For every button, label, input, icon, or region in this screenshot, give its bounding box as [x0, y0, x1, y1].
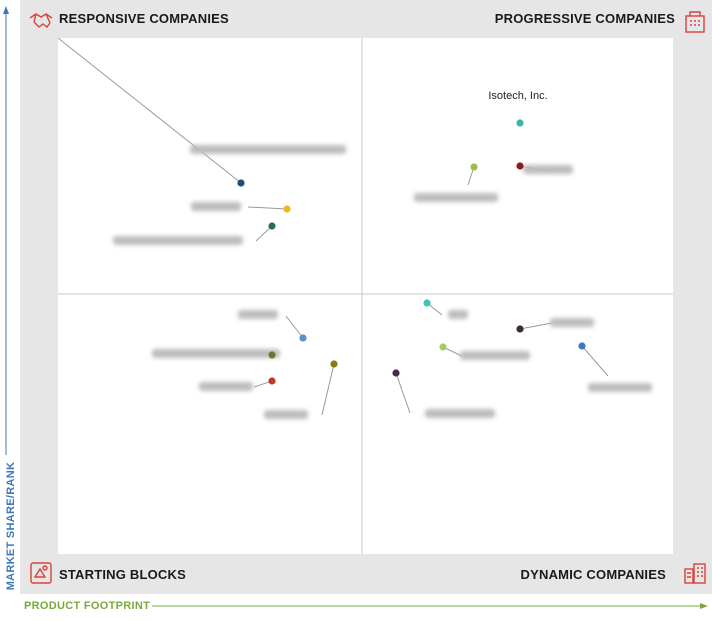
- redacted-company-label: [113, 236, 243, 245]
- quadrant-label-starting: STARTING BLOCKS: [59, 567, 186, 582]
- company-marker: [268, 222, 276, 230]
- company-label: Isotech, Inc.: [488, 90, 547, 102]
- quadrant-label-dynamic: DYNAMIC COMPANIES: [520, 567, 666, 582]
- company-marker: [330, 360, 338, 368]
- x-axis-label: PRODUCT FOOTPRINT: [24, 600, 151, 612]
- redacted-company-label: [425, 409, 495, 418]
- redacted-company-label: [264, 410, 308, 419]
- company-marker: [392, 369, 400, 377]
- company-marker: [237, 179, 245, 187]
- building-icon: [685, 11, 705, 33]
- company-marker: [268, 377, 276, 385]
- company-marker: [283, 205, 291, 213]
- handshake-icon: [29, 13, 53, 28]
- redacted-company-label: [523, 165, 573, 174]
- redacted-company-label: [191, 202, 241, 211]
- quadrant-label-responsive: RESPONSIVE COMPANIES: [59, 11, 229, 26]
- company-marker: [516, 162, 524, 170]
- leader-line: [255, 225, 273, 242]
- company-marker: [578, 342, 586, 350]
- company-marker: [423, 299, 431, 307]
- redacted-company-label: [238, 310, 278, 319]
- y-axis-label: MARKET SHARE/RANK: [5, 461, 17, 591]
- redacted-company-label: [152, 349, 280, 358]
- redacted-company-label: [550, 318, 594, 327]
- company-marker: [268, 351, 276, 359]
- redacted-company-label: [190, 145, 346, 154]
- leader-line: [321, 363, 335, 416]
- leader-line: [285, 315, 304, 339]
- redacted-company-label: [199, 382, 253, 391]
- redacted-company-label: [588, 383, 652, 392]
- blocks-icon: [30, 562, 52, 584]
- company-marker: [439, 343, 447, 351]
- redacted-company-label: [448, 310, 468, 319]
- quadrant-plot-area: Isotech, Inc.: [58, 38, 673, 554]
- quadrant-label-progressive: PROGRESSIVE COMPANIES: [494, 11, 675, 26]
- leader-line: [58, 38, 242, 184]
- leader-line: [395, 372, 411, 414]
- leader-line: [581, 345, 609, 377]
- leader-line: [247, 206, 288, 210]
- company-marker: [299, 334, 307, 342]
- redacted-company-label: [460, 351, 530, 360]
- company-marker: [516, 325, 524, 333]
- leader-line: [519, 322, 553, 330]
- city-icon: [684, 563, 706, 584]
- redacted-company-label: [414, 193, 498, 202]
- company-marker: [516, 119, 524, 127]
- company-marker: [470, 163, 478, 171]
